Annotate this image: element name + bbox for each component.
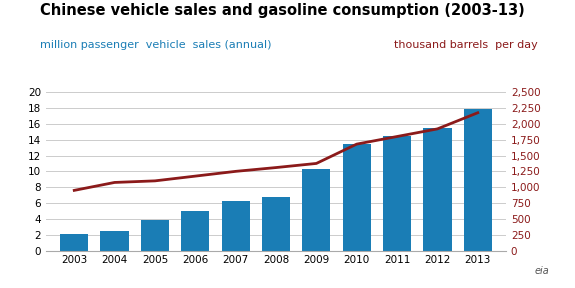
- Text: eia: eia: [534, 266, 549, 276]
- Bar: [262, 198, 290, 251]
- Bar: [221, 201, 250, 251]
- Bar: [302, 169, 331, 251]
- Bar: [463, 109, 492, 251]
- Bar: [181, 211, 209, 251]
- Bar: [101, 231, 129, 251]
- Text: million passenger  vehicle  sales (annual): million passenger vehicle sales (annual): [40, 40, 272, 50]
- Bar: [383, 136, 411, 251]
- Bar: [423, 128, 451, 251]
- Bar: [60, 234, 89, 251]
- Text: thousand barrels  per day: thousand barrels per day: [394, 40, 538, 50]
- Bar: [141, 220, 169, 251]
- Text: Chinese vehicle sales and gasoline consumption (2003-13): Chinese vehicle sales and gasoline consu…: [40, 3, 525, 18]
- Bar: [343, 144, 371, 251]
